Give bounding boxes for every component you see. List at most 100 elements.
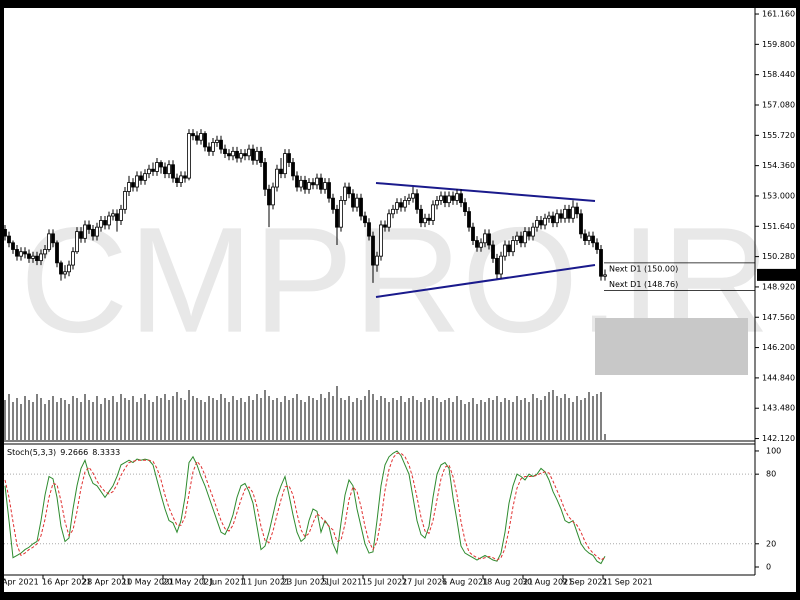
candle-body bbox=[235, 150, 239, 159]
candle-body bbox=[195, 135, 199, 141]
candle-body bbox=[55, 242, 59, 264]
candle-body bbox=[251, 148, 255, 161]
candle-body bbox=[291, 162, 295, 177]
candle-body bbox=[219, 139, 223, 150]
candle-body bbox=[587, 235, 591, 241]
candle-body bbox=[227, 153, 231, 157]
x-tick-label: 6 Aug 2021 bbox=[442, 578, 488, 587]
candle-body bbox=[523, 231, 527, 244]
candle-body bbox=[163, 166, 167, 175]
candle-body bbox=[259, 150, 263, 163]
candle-body bbox=[159, 162, 163, 168]
candle-body bbox=[371, 235, 375, 266]
candle-body bbox=[483, 233, 487, 244]
candle-body bbox=[271, 186, 275, 206]
candle-body bbox=[203, 133, 207, 148]
y-tick-label: 155.720 bbox=[762, 131, 795, 140]
candle-body bbox=[599, 249, 603, 277]
candle-body bbox=[171, 164, 175, 179]
candle-body bbox=[103, 220, 107, 226]
x-tick-label: 30 Aug 2021 bbox=[522, 578, 573, 587]
x-tick-label: 10 May 2021 bbox=[122, 578, 174, 587]
candle-body bbox=[295, 175, 299, 188]
candle-body bbox=[307, 182, 311, 190]
candle-body bbox=[31, 255, 35, 259]
candle-body bbox=[515, 235, 519, 241]
candle-body bbox=[495, 257, 499, 275]
x-tick-label: 9 Sep 2021 bbox=[562, 578, 608, 587]
candle-body bbox=[359, 197, 363, 217]
candle-body bbox=[155, 162, 159, 172]
candle-body bbox=[387, 213, 391, 228]
y-tick-label: 158.440 bbox=[762, 70, 795, 79]
y-tick-label: 153.000 bbox=[762, 191, 795, 200]
x-tick-label: 23 Jun 2021 bbox=[282, 578, 330, 587]
candle-body bbox=[595, 242, 599, 250]
candle-body bbox=[463, 202, 467, 212]
candle-body bbox=[247, 148, 251, 157]
candle-body bbox=[363, 215, 367, 224]
shaded-zone bbox=[595, 318, 748, 375]
candle-body bbox=[575, 206, 579, 215]
candle-body bbox=[47, 233, 51, 250]
candle-body bbox=[435, 200, 439, 206]
candle-body bbox=[199, 133, 203, 141]
candle-body bbox=[287, 153, 291, 163]
candle-body bbox=[323, 182, 327, 190]
candle-body bbox=[475, 240, 479, 248]
candle-body bbox=[243, 153, 247, 157]
candle-body bbox=[39, 253, 43, 262]
candle-body bbox=[503, 244, 507, 257]
candle-body bbox=[467, 211, 471, 228]
candle-body bbox=[147, 168, 151, 175]
trend-line bbox=[375, 182, 596, 202]
candle-body bbox=[95, 226, 99, 237]
y-tick-label: 159.800 bbox=[762, 40, 795, 49]
candle-body bbox=[139, 175, 143, 181]
candle-body bbox=[239, 153, 243, 159]
indicator-value: Stoch(5,3,3) bbox=[7, 448, 56, 457]
candle-body bbox=[107, 215, 111, 226]
candle-body bbox=[303, 179, 307, 190]
candle-body bbox=[175, 177, 179, 183]
candle-body bbox=[315, 177, 319, 186]
candle-body bbox=[375, 255, 379, 266]
candle-body bbox=[527, 231, 531, 237]
candle-body bbox=[283, 153, 287, 175]
y-tick-label: 148.920 bbox=[762, 282, 795, 291]
candle-body bbox=[299, 179, 303, 188]
candle-body bbox=[67, 264, 71, 273]
candle-body bbox=[123, 191, 127, 210]
candle-body bbox=[479, 242, 483, 248]
candle-body bbox=[187, 133, 191, 179]
candle-body bbox=[591, 235, 595, 244]
candle-body bbox=[531, 226, 535, 237]
y-tick-label: 151.640 bbox=[762, 222, 795, 231]
candle-body bbox=[555, 213, 559, 224]
chart-background bbox=[4, 8, 796, 592]
candle-body bbox=[447, 195, 451, 204]
candle-body bbox=[403, 200, 407, 208]
candle-body bbox=[3, 229, 7, 237]
candle-body bbox=[115, 213, 119, 221]
candle-body bbox=[423, 217, 427, 224]
candle-body bbox=[11, 242, 15, 250]
y-tick-label: 20 bbox=[766, 539, 776, 548]
x-tick-label: 28 Apr 2021 bbox=[82, 578, 131, 587]
candle-body bbox=[351, 193, 355, 208]
candle-body bbox=[507, 244, 511, 253]
candle-body bbox=[519, 235, 523, 244]
candle-body bbox=[75, 231, 79, 253]
candle-body bbox=[491, 244, 495, 259]
candle-body bbox=[223, 148, 227, 154]
candle-body bbox=[59, 262, 63, 275]
x-tick-label: 21 Sep 2021 bbox=[602, 578, 653, 587]
x-tick-label: 16 Apr 2021 bbox=[42, 578, 91, 587]
x-tick-label: Apr 2021 bbox=[2, 578, 39, 587]
candle-body bbox=[563, 208, 567, 219]
candle-body bbox=[439, 195, 443, 201]
candle-body bbox=[379, 224, 383, 257]
candle-body bbox=[7, 235, 11, 244]
x-tick-label: 15 Jul 2021 bbox=[362, 578, 407, 587]
candle-body bbox=[427, 217, 431, 221]
